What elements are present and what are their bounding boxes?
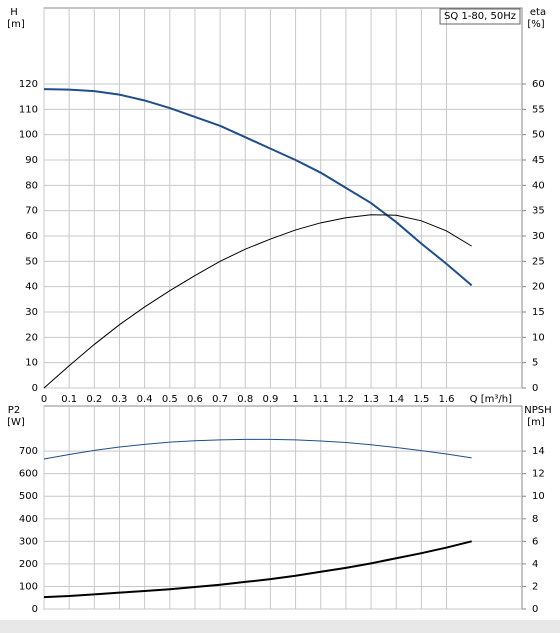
y-tick-label: 0: [32, 383, 38, 394]
chart-title: SQ 1-80, 50Hz: [444, 11, 516, 22]
title-box: [439, 8, 521, 25]
y-tick-label: 200: [19, 559, 38, 570]
y-tick-label: 700: [19, 446, 38, 457]
y-tick-label: 100: [19, 130, 38, 141]
y-tick-label: 600: [19, 469, 38, 480]
x-tick-label: 1.5: [413, 394, 429, 405]
y-tick-label: 500: [19, 491, 38, 502]
y2-tick-label: 14: [532, 446, 545, 457]
y2-tick-label: 0: [532, 383, 538, 394]
y2-axis-unit: [%]: [527, 19, 544, 30]
y-tick-label: 300: [19, 536, 38, 547]
y-tick-label: 60: [25, 231, 38, 242]
x-tick-label: 0: [41, 394, 47, 405]
y2-tick-label: 5: [532, 358, 538, 369]
y-axis-unit: [m]: [7, 19, 25, 30]
y-tick-label: 0: [32, 604, 38, 615]
y-tick-label: 20: [25, 332, 38, 343]
y-tick-label: 10: [25, 358, 38, 369]
curve: [43, 540, 472, 599]
x-tick-label: 1.1: [313, 394, 329, 405]
y-tick-label: 110: [19, 104, 38, 115]
status-strip: [0, 620, 560, 633]
x-tick-label: 0.3: [112, 394, 128, 405]
y-tick-label: 100: [19, 581, 38, 592]
y-axis-unit: [W]: [7, 417, 25, 428]
curve: [43, 214, 472, 389]
y-tick-label: 50: [25, 256, 38, 267]
plot-area: [43, 7, 523, 389]
y2-tick-label: 8: [532, 514, 538, 525]
x-tick-label: 0.4: [137, 394, 153, 405]
x-tick-label: 1: [292, 394, 298, 405]
y-tick-label: 40: [25, 282, 38, 293]
x-axis-label: Q [m³/h]: [470, 394, 512, 405]
y-tick-label: 120: [19, 79, 38, 90]
y2-axis-label: eta: [530, 7, 546, 18]
y2-tick-label: 50: [532, 130, 545, 141]
y2-tick-label: 60: [532, 79, 545, 90]
y-tick-label: 30: [25, 307, 38, 318]
y2-tick-label: 12: [532, 469, 545, 480]
y-tick-label: 90: [25, 155, 38, 166]
y2-tick-label: 55: [532, 104, 545, 115]
y2-tick-label: 35: [532, 206, 545, 217]
curve: [43, 438, 472, 460]
x-tick-label: 1.6: [439, 394, 455, 405]
x-tick-label: 0.8: [237, 394, 253, 405]
y-tick-label: 80: [25, 180, 38, 191]
y2-tick-label: 30: [532, 231, 545, 242]
y2-tick-label: 40: [532, 180, 545, 191]
x-tick-label: 0.9: [262, 394, 278, 405]
x-tick-label: 0.2: [86, 394, 102, 405]
y2-tick-label: 20: [532, 282, 545, 293]
plot-area: [43, 405, 523, 610]
y2-tick-label: 10: [532, 332, 545, 343]
y2-tick-label: 15: [532, 307, 545, 318]
x-tick-label: 0.5: [162, 394, 178, 405]
x-tick-label: 1.3: [363, 394, 379, 405]
y-tick-label: 400: [19, 514, 38, 525]
y2-axis-label: NPSH: [524, 405, 551, 416]
y2-tick-label: 2: [532, 581, 538, 592]
y-axis-label: H: [10, 7, 18, 18]
y2-tick-label: 6: [532, 536, 538, 547]
x-tick-label: 0.1: [61, 394, 77, 405]
y2-tick-label: 4: [532, 559, 538, 570]
curve: [43, 88, 473, 287]
x-tick-label: 1.4: [388, 394, 404, 405]
x-tick-label: 0.6: [187, 394, 203, 405]
y2-axis-unit: [m]: [527, 417, 545, 428]
y2-tick-label: 45: [532, 155, 545, 166]
y2-tick-label: 0: [532, 604, 538, 615]
x-tick-label: 0.7: [212, 394, 228, 405]
y-tick-label: 70: [25, 206, 38, 217]
y2-tick-label: 10: [532, 491, 545, 502]
y-axis-label: P2: [8, 405, 20, 416]
x-tick-label: 1.2: [338, 394, 354, 405]
y2-tick-label: 25: [532, 256, 545, 267]
